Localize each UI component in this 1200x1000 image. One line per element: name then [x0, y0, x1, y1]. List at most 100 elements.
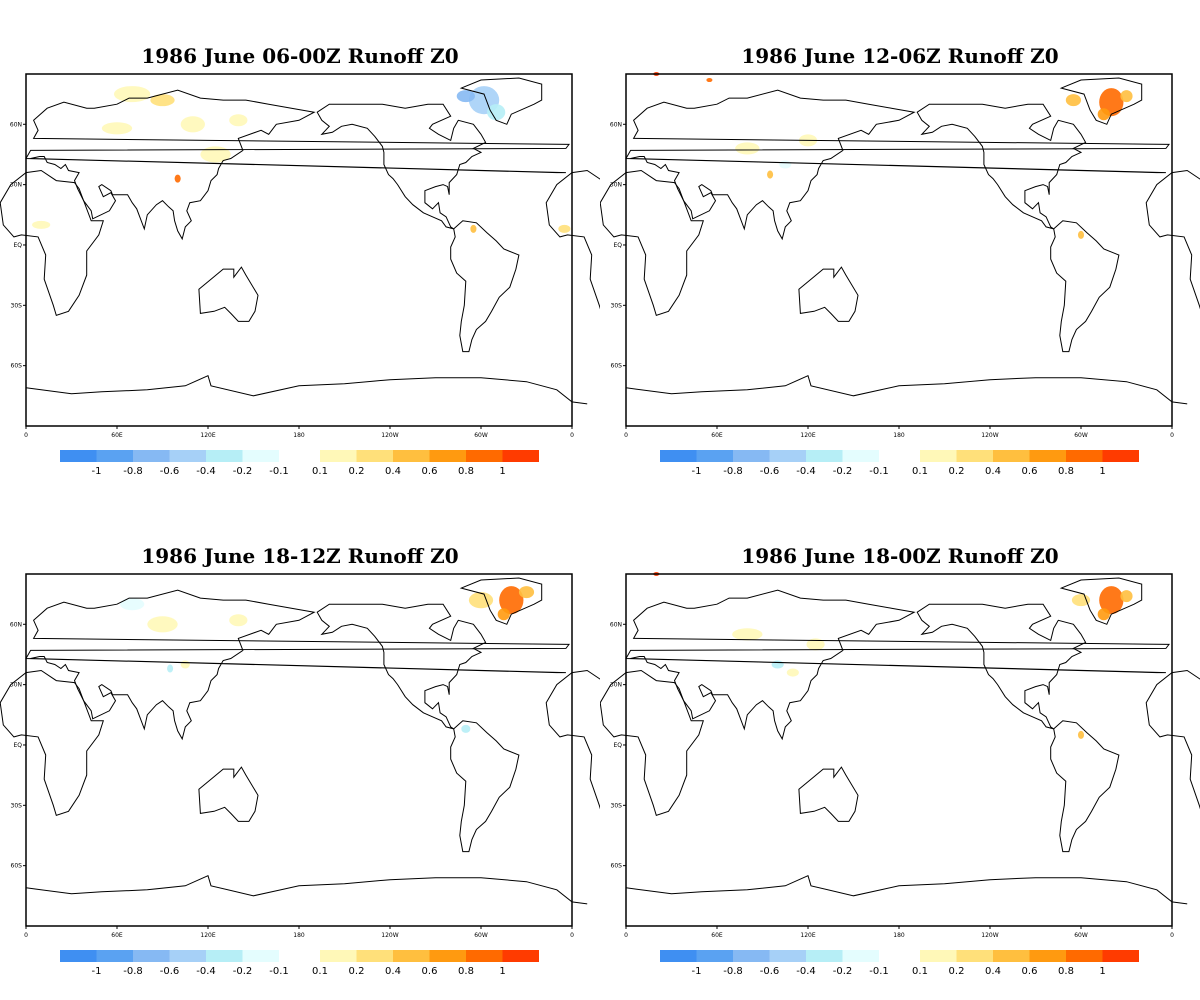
coastlines	[600, 577, 1200, 905]
plot-area	[26, 574, 572, 926]
anomaly-patch	[461, 724, 471, 733]
coastline-eurasia	[625, 589, 1171, 741]
colorbar-label: -0.1	[269, 466, 289, 477]
anomaly-patch	[150, 94, 175, 107]
panel-title: 1986 June 18-00Z Runoff Z0	[741, 544, 1059, 568]
anomaly-patch	[120, 598, 145, 611]
colorbar-swatch	[133, 450, 170, 462]
x-tick-label: 60W	[1074, 432, 1088, 439]
anomaly-patch	[771, 660, 784, 669]
colorbar-swatch	[660, 950, 697, 962]
colorbar-label: 0.2	[349, 966, 365, 977]
y-tick-label: 30S	[611, 802, 623, 809]
colorbar-swatch	[466, 950, 503, 962]
x-tick-label: 0	[24, 432, 28, 439]
anomaly-patch	[180, 116, 205, 133]
y-tick-label: 60N	[10, 621, 22, 628]
colorbar-label: 0.1	[312, 466, 328, 477]
coastline-africa-wrap	[1145, 169, 1200, 310]
anomaly-patch	[101, 122, 133, 135]
colorbar-swatch	[393, 450, 430, 462]
colorbar-label: -1	[692, 466, 702, 477]
y-tick-label: 30N	[10, 182, 22, 189]
colorbar-swatch	[956, 450, 993, 462]
y-tick-label: 60S	[11, 363, 23, 370]
colorbar-swatch	[466, 450, 503, 462]
anomaly-patch	[706, 78, 713, 83]
colorbar-label: 0.2	[949, 966, 965, 977]
coastline-greenland	[1059, 77, 1143, 125]
colorbar-label: 1	[1099, 466, 1105, 477]
colorbar-label: -0.4	[796, 966, 816, 977]
anomaly-patch	[229, 614, 248, 627]
y-tick-label: 30S	[11, 802, 23, 809]
x-tick-label: 0	[624, 432, 628, 439]
anomaly-patch	[497, 608, 510, 621]
anomaly-patch	[558, 224, 571, 233]
coastline-antarctica	[25, 875, 588, 905]
colorbar-swatch	[393, 950, 430, 962]
colorbar-swatch	[920, 950, 957, 962]
x-tick-label: 120E	[800, 932, 815, 939]
x-tick-label: 0	[624, 932, 628, 939]
plot-area	[626, 74, 1172, 426]
colorbar-swatch	[806, 450, 843, 462]
colorbar-label: -0.2	[233, 966, 253, 977]
colorbar-swatch	[806, 950, 843, 962]
colorbar-label: -0.2	[833, 966, 853, 977]
colorbar-label: -0.8	[123, 966, 143, 977]
colorbar-label: 0.6	[1022, 466, 1038, 477]
coastline-eurasia	[25, 589, 571, 741]
colorbar-swatch	[660, 450, 697, 462]
colorbar-swatch	[1029, 450, 1066, 462]
colorbar-label: 1	[499, 466, 505, 477]
coastlines	[0, 577, 600, 905]
colorbar: -1 -0.8 -0.6 -0.4 -0.2 -0.1 0.1 0.2 0.4 0.6 0.8 1	[60, 950, 539, 977]
anomaly-patch	[1065, 94, 1081, 107]
x-tick-label: 60E	[711, 932, 723, 939]
anomaly-patch	[779, 160, 792, 169]
colorbar-label: 0.1	[312, 966, 328, 977]
anomaly-patch	[32, 220, 51, 229]
colorbar-swatch	[502, 950, 539, 962]
colorbar-label: 0.8	[1058, 966, 1074, 977]
anomaly-patch	[1097, 608, 1110, 621]
colorbar-label: -0.8	[723, 466, 743, 477]
colorbar-label: -1	[92, 466, 102, 477]
anomaly-patch	[468, 592, 494, 609]
panel-title: 1986 June 12-06Z Runoff Z0	[741, 44, 1059, 68]
plot-area	[626, 574, 1172, 926]
anomaly-patch	[229, 114, 248, 127]
y-tick-label: 60S	[611, 863, 623, 870]
anomaly-patch	[487, 104, 506, 121]
colorbar-swatch	[1102, 450, 1139, 462]
x-tick-label: 0	[570, 432, 574, 439]
coastline-africa	[0, 669, 104, 817]
colorbar-label: 0.1	[912, 466, 928, 477]
x-tick-label: 60W	[474, 932, 488, 939]
colorbar-label: -0.2	[833, 466, 853, 477]
colorbar: -1 -0.8 -0.6 -0.4 -0.2 -0.1 0.1 0.2 0.4 0.6 0.8 1	[660, 450, 1139, 477]
anomaly-patch	[786, 668, 799, 677]
anomaly-patch	[470, 224, 477, 233]
colorbar-label: 1	[1099, 966, 1105, 977]
colorbar-label: 0.4	[985, 466, 1001, 477]
colorbar-swatch	[696, 450, 733, 462]
colorbar-label: -1	[692, 966, 702, 977]
x-tick-label: 120E	[200, 432, 215, 439]
colorbar-label: -0.2	[233, 466, 253, 477]
colorbar-label: -0.1	[869, 466, 889, 477]
colorbar-swatch	[60, 950, 97, 962]
anomaly-patch	[456, 90, 475, 103]
anomaly-patch	[767, 170, 774, 179]
colorbar-label: 0.6	[1022, 966, 1038, 977]
colorbar-swatch	[96, 950, 133, 962]
coastline-antarctica	[625, 875, 1188, 905]
coastline-eurasia	[25, 89, 571, 241]
panel-title: 1986 June 06-00Z Runoff Z0	[141, 44, 459, 68]
colorbar-swatch	[920, 450, 957, 462]
anomaly-patch	[732, 628, 763, 641]
colorbar-label: -0.1	[269, 966, 289, 977]
